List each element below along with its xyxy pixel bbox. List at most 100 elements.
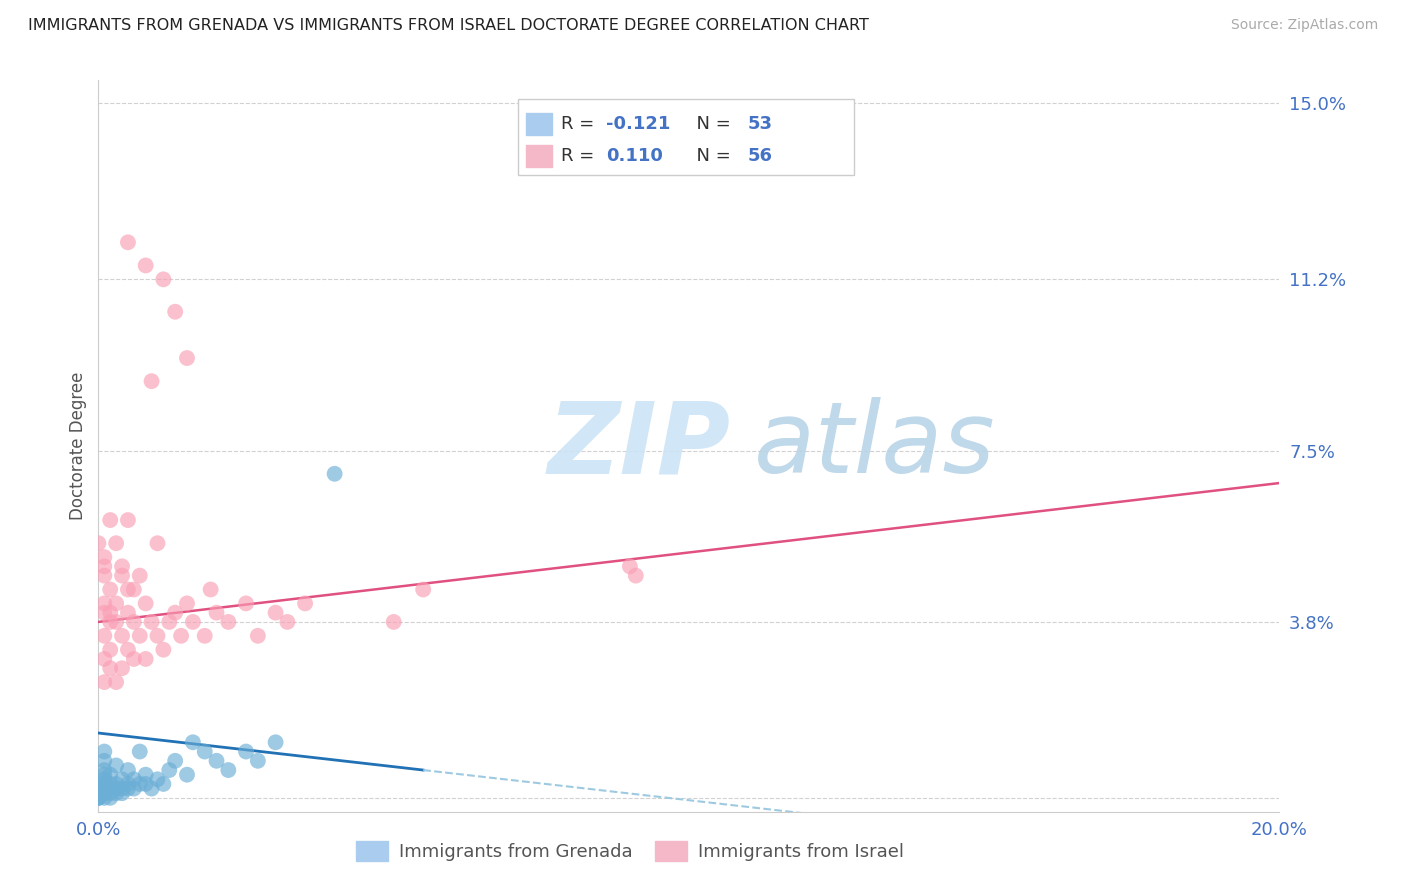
Point: [93, 568, 115, 582]
Text: ZIP: ZIP: [547, 398, 730, 494]
Point: [152, 777, 174, 791]
Point: [619, 559, 641, 574]
Text: 53: 53: [748, 115, 773, 133]
Point: [141, 781, 163, 796]
Text: atlas: atlas: [754, 398, 995, 494]
Point: [117, 513, 139, 527]
Point: [412, 582, 434, 597]
Legend: Immigrants from Grenada, Immigrants from Israel: Immigrants from Grenada, Immigrants from…: [349, 834, 911, 869]
Point: [235, 745, 257, 759]
Point: [105, 536, 128, 550]
Point: [205, 606, 228, 620]
Point: [117, 235, 139, 250]
Point: [93, 559, 115, 574]
Point: [93, 767, 115, 781]
Point: [624, 568, 647, 582]
Point: [98, 582, 121, 597]
Point: [135, 767, 157, 781]
Point: [93, 763, 115, 777]
Point: [93, 786, 115, 800]
Point: [194, 629, 217, 643]
Point: [152, 642, 174, 657]
Point: [98, 767, 121, 781]
Text: N =: N =: [685, 146, 737, 165]
Point: [157, 615, 180, 629]
Point: [93, 550, 115, 565]
Point: [200, 582, 222, 597]
Point: [146, 772, 169, 787]
Point: [128, 745, 150, 759]
Point: [93, 675, 115, 690]
Point: [111, 629, 134, 643]
Point: [93, 772, 115, 787]
Point: [87, 790, 110, 805]
Point: [176, 596, 198, 610]
Point: [117, 606, 139, 620]
Point: [157, 763, 180, 777]
Point: [128, 777, 150, 791]
Point: [122, 781, 145, 796]
Point: [276, 615, 298, 629]
Point: [93, 790, 115, 805]
Point: [141, 615, 163, 629]
Point: [111, 568, 134, 582]
Point: [105, 786, 128, 800]
Text: N =: N =: [685, 115, 737, 133]
Point: [181, 735, 204, 749]
Point: [128, 568, 150, 582]
Point: [246, 629, 269, 643]
Point: [323, 467, 346, 481]
Text: -0.121: -0.121: [606, 115, 671, 133]
Point: [111, 661, 134, 675]
Point: [146, 536, 169, 550]
Text: 56: 56: [748, 146, 773, 165]
Point: [122, 772, 145, 787]
Point: [122, 582, 145, 597]
Point: [98, 615, 121, 629]
Point: [246, 754, 269, 768]
Text: 0.110: 0.110: [606, 146, 664, 165]
Text: Source: ZipAtlas.com: Source: ZipAtlas.com: [1230, 18, 1378, 32]
Point: [205, 754, 228, 768]
Point: [176, 767, 198, 781]
Point: [181, 615, 204, 629]
Point: [117, 642, 139, 657]
Point: [111, 559, 134, 574]
Point: [93, 745, 115, 759]
Point: [111, 786, 134, 800]
Point: [122, 615, 145, 629]
Point: [105, 758, 128, 772]
Point: [98, 790, 121, 805]
Point: [105, 615, 128, 629]
Point: [122, 652, 145, 666]
Point: [170, 629, 193, 643]
FancyBboxPatch shape: [517, 99, 855, 176]
Point: [135, 777, 157, 791]
Point: [93, 781, 115, 796]
Point: [93, 629, 115, 643]
Point: [98, 642, 121, 657]
Point: [117, 777, 139, 791]
Point: [93, 596, 115, 610]
Point: [217, 615, 239, 629]
Point: [93, 777, 115, 791]
Point: [382, 615, 405, 629]
Point: [87, 781, 110, 796]
Point: [93, 652, 115, 666]
Point: [98, 777, 121, 791]
Point: [98, 781, 121, 796]
Point: [98, 513, 121, 527]
Point: [98, 606, 121, 620]
Point: [87, 790, 110, 805]
Point: [93, 606, 115, 620]
Point: [93, 786, 115, 800]
Point: [111, 781, 134, 796]
Point: [87, 786, 110, 800]
Point: [135, 596, 157, 610]
Point: [117, 781, 139, 796]
Point: [105, 675, 128, 690]
Point: [294, 596, 316, 610]
Bar: [526, 113, 553, 136]
Point: [98, 786, 121, 800]
Point: [176, 351, 198, 365]
